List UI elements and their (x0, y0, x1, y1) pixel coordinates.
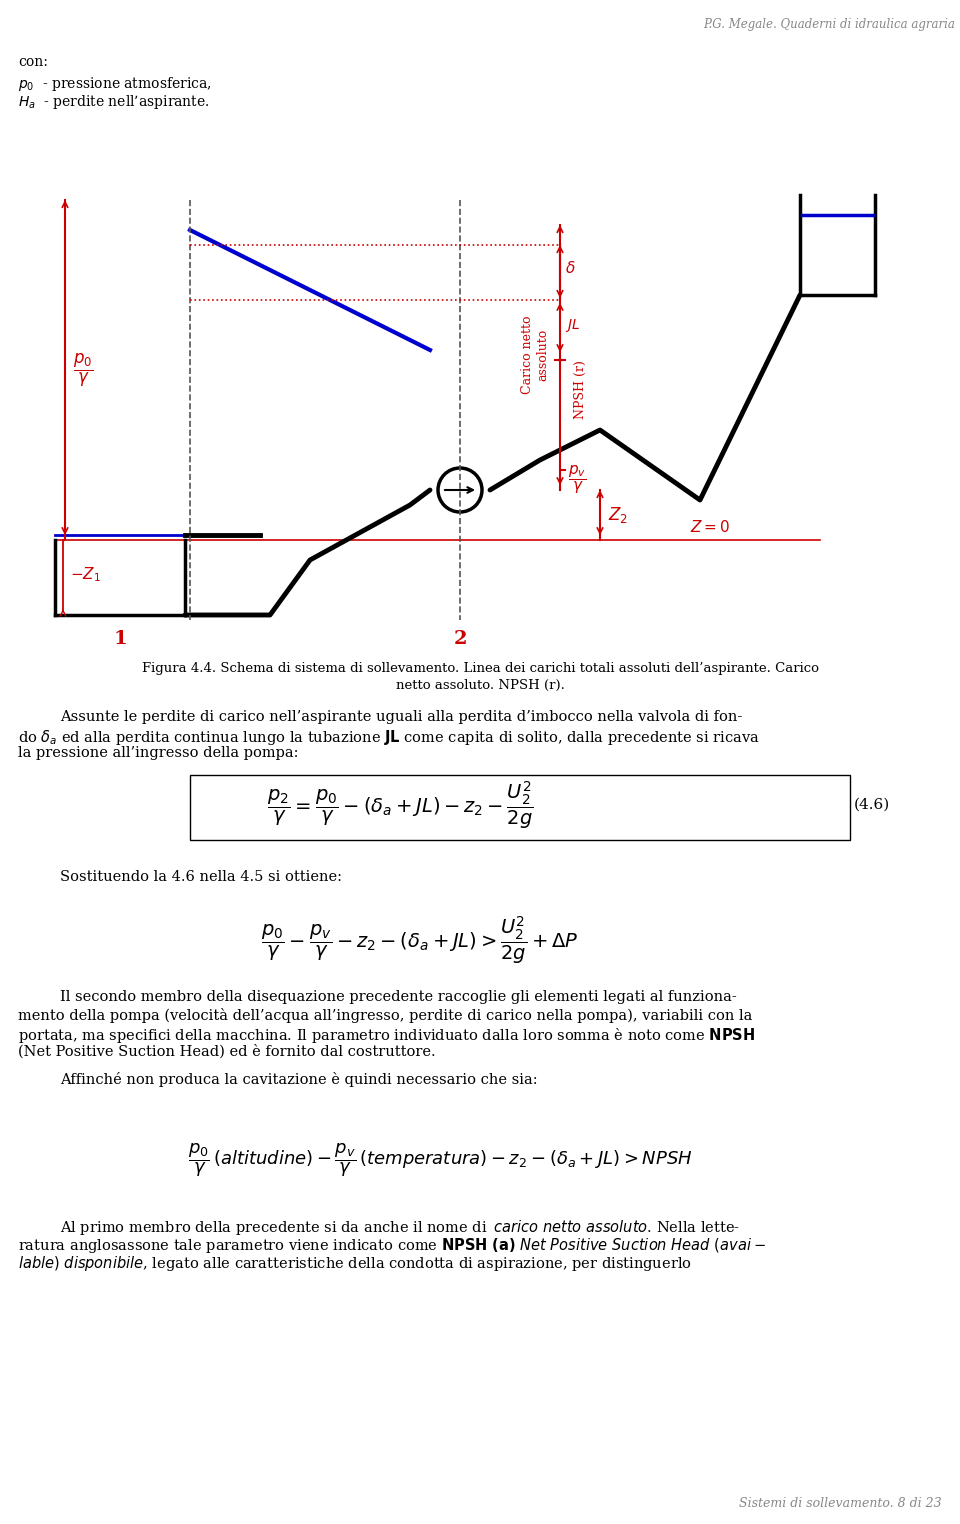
Text: la pressione all’ingresso della pompa:: la pressione all’ingresso della pompa: (18, 747, 299, 760)
Text: Affinché non produca la cavitazione è quindi necessario che sia:: Affinché non produca la cavitazione è qu… (60, 1071, 538, 1087)
Text: Il secondo membro della disequazione precedente raccoglie gli elementi legati al: Il secondo membro della disequazione pre… (60, 991, 736, 1004)
Text: Assunte le perdite di carico nell’aspirante uguali alla perdita d’imbocco nella : Assunte le perdite di carico nell’aspira… (60, 710, 742, 724)
Text: Sostituendo la 4.6 nella 4.5 si ottiene:: Sostituendo la 4.6 nella 4.5 si ottiene: (60, 870, 342, 884)
Text: $\dfrac{p_0}{\gamma}$: $\dfrac{p_0}{\gamma}$ (73, 352, 93, 389)
Text: portata, ma specifici della macchina. Il parametro individuato dalla loro somma : portata, ma specifici della macchina. Il… (18, 1026, 756, 1045)
Text: $JL$: $JL$ (565, 317, 580, 334)
Text: $\mathit{lable)}$ $\mathit{disponibile}$, legato alle caratteristiche della cond: $\mathit{lable)}$ $\mathit{disponibile}$… (18, 1254, 692, 1273)
Text: 2: 2 (453, 629, 467, 648)
Text: $\dfrac{p_2}{\gamma} = \dfrac{p_0}{\gamma} - (\delta_a + JL) - z_2 - \dfrac{U_2^: $\dfrac{p_2}{\gamma} = \dfrac{p_0}{\gamm… (267, 779, 534, 831)
Text: NPSH (r): NPSH (r) (573, 361, 587, 419)
Text: con:: con: (18, 55, 48, 69)
Text: $p_0$  - pressione atmosferica,: $p_0$ - pressione atmosferica, (18, 75, 211, 93)
Text: $Z_2$: $Z_2$ (608, 504, 628, 524)
Text: netto assoluto. NPSH (r).: netto assoluto. NPSH (r). (396, 680, 564, 692)
Text: $\dfrac{p_v}{\gamma}$: $\dfrac{p_v}{\gamma}$ (568, 463, 587, 497)
Text: P.G. Megale. Quaderni di idraulica agraria: P.G. Megale. Quaderni di idraulica agrar… (703, 18, 955, 30)
Text: $\dfrac{p_0}{\gamma} - \dfrac{p_v}{\gamma} - z_2 - (\delta_a + JL) > \dfrac{U_2^: $\dfrac{p_0}{\gamma} - \dfrac{p_v}{\gamm… (261, 914, 579, 966)
Text: Al primo membro della precedente si da anche il nome di  $\mathit{carico\ netto\: Al primo membro della precedente si da a… (60, 1218, 740, 1237)
Text: $- Z_1$: $- Z_1$ (70, 565, 101, 584)
Text: (Net Positive Suction Head) ed è fornito dal costruttore.: (Net Positive Suction Head) ed è fornito… (18, 1044, 436, 1058)
Text: Sistemi di sollevamento. 8 di 23: Sistemi di sollevamento. 8 di 23 (739, 1497, 942, 1510)
Text: $\delta$: $\delta$ (565, 261, 576, 276)
Text: do $\delta_a$ ed alla perdita continua lungo la tubazione $\mathbf{JL}$ come cap: do $\delta_a$ ed alla perdita continua l… (18, 728, 759, 747)
Text: $Z=0$: $Z=0$ (690, 520, 731, 535)
Text: mento della pompa (velocità dell’acqua all’ingresso, perdite di carico nella pom: mento della pompa (velocità dell’acqua a… (18, 1007, 753, 1023)
Text: Carico netto
assoluto: Carico netto assoluto (521, 315, 549, 395)
Text: ratura anglosassone tale parametro viene indicato come $\mathbf{NPSH\ (a)}$ $\ma: ratura anglosassone tale parametro viene… (18, 1236, 766, 1254)
Text: (4.6): (4.6) (853, 799, 890, 812)
Text: Figura 4.4. Schema di sistema di sollevamento. Linea dei carichi totali assoluti: Figura 4.4. Schema di sistema di solleva… (141, 661, 819, 675)
Text: $H_a$  - perdite nell’aspirante.: $H_a$ - perdite nell’aspirante. (18, 93, 209, 111)
Text: 1: 1 (113, 629, 127, 648)
Text: $\dfrac{p_0}{\gamma}\,(altitudine) - \dfrac{p_v}{\gamma}\,(temperatura) - z_2 - : $\dfrac{p_0}{\gamma}\,(altitudine) - \df… (188, 1141, 692, 1180)
